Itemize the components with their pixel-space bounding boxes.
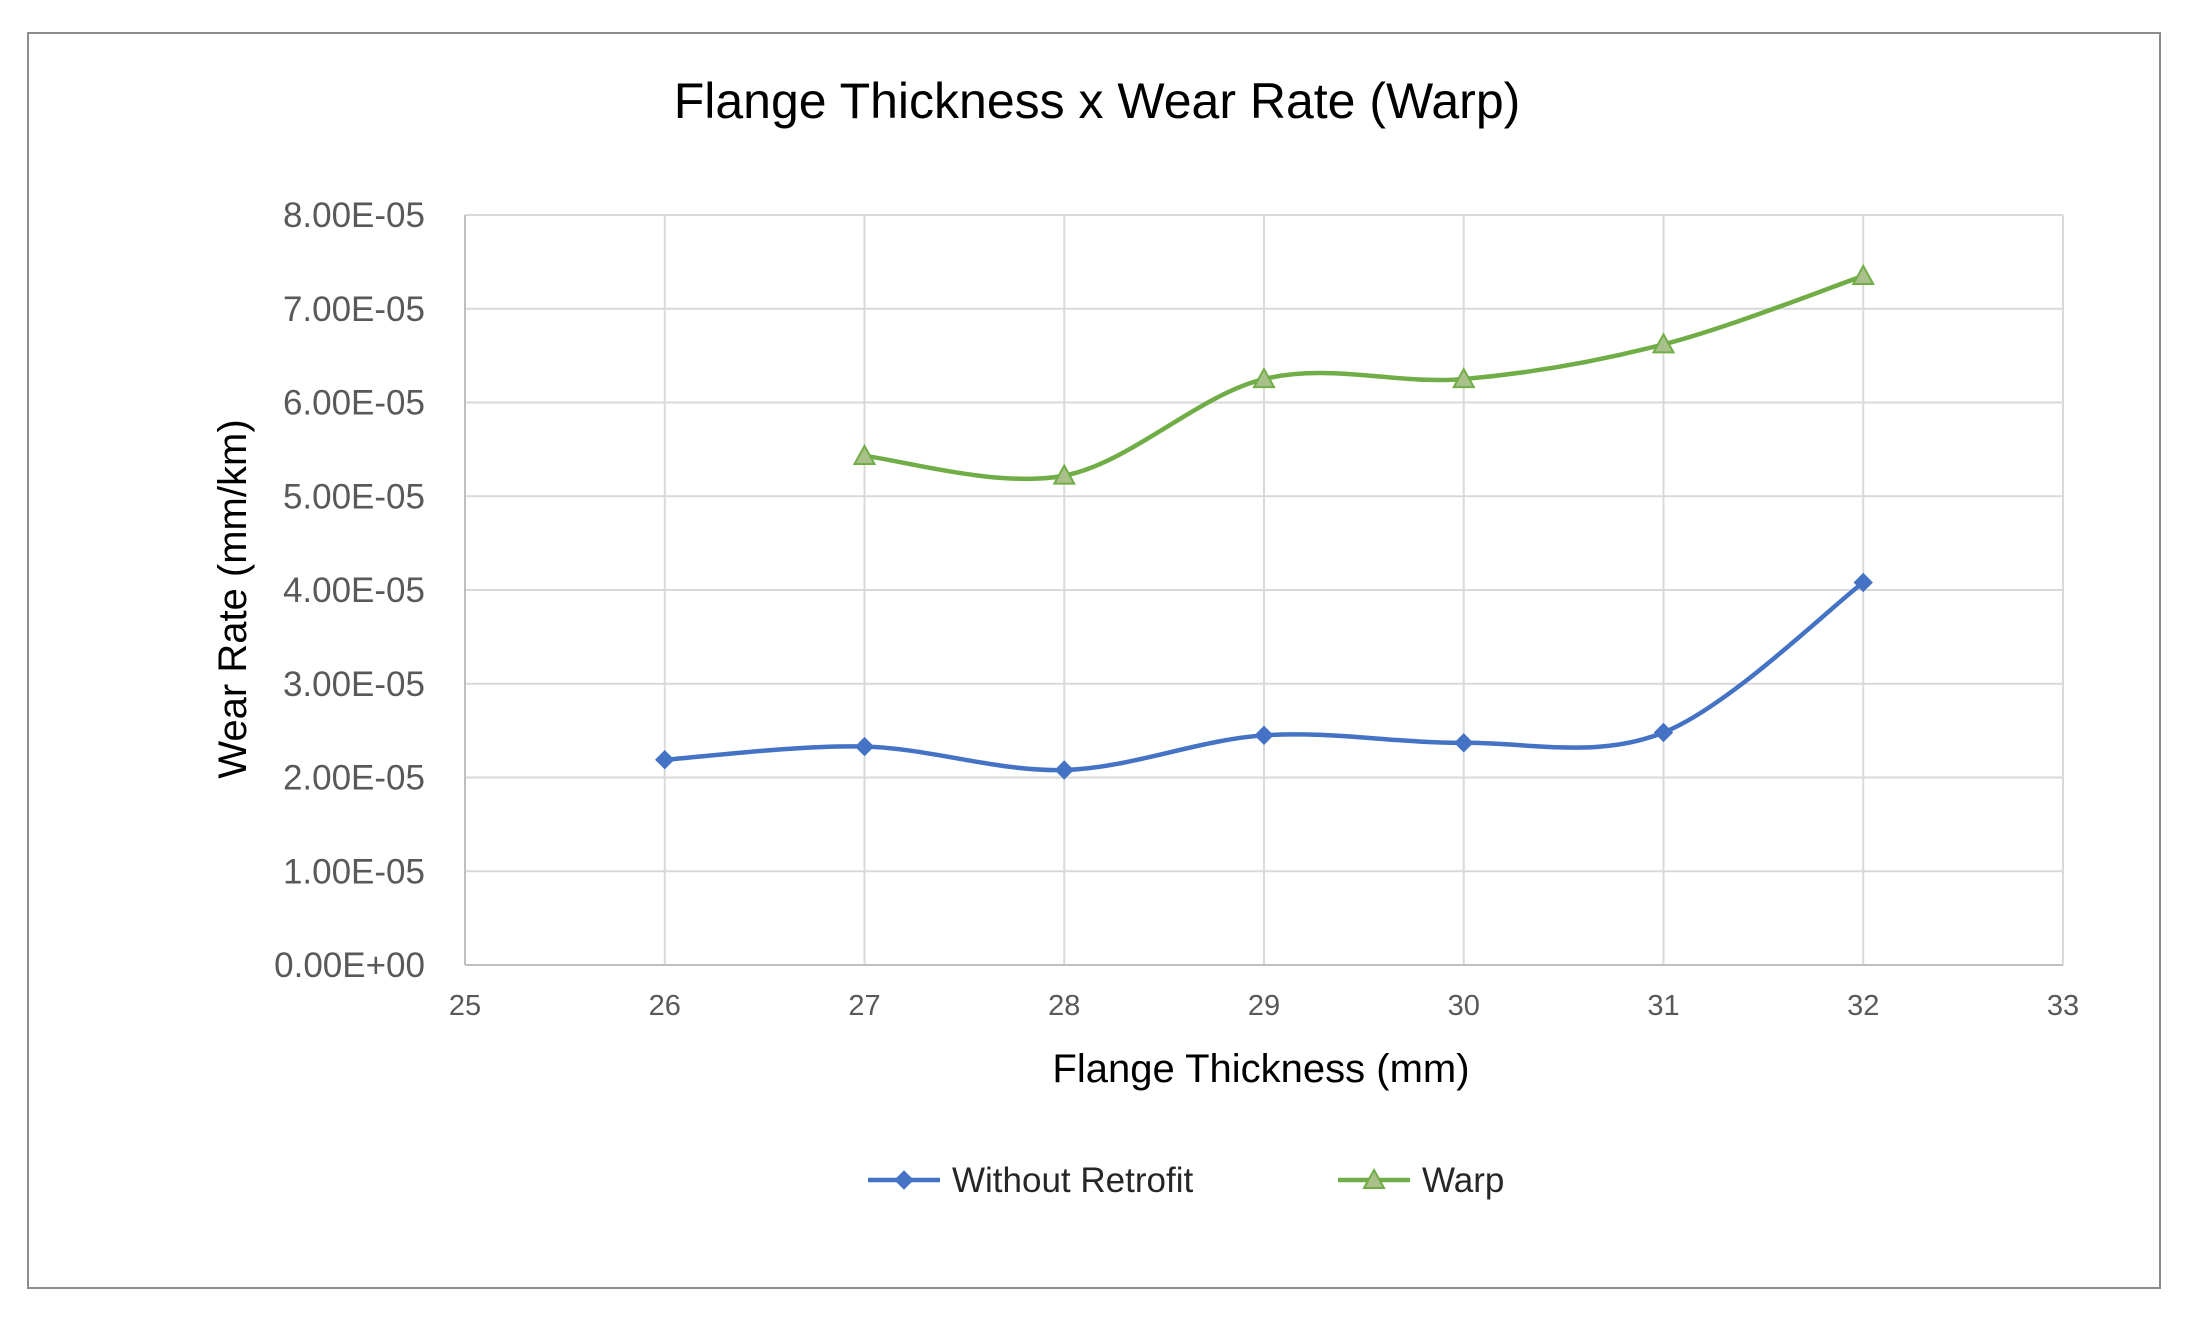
series-line-warp (862, 273, 1866, 482)
data-point-without-retrofit (854, 736, 875, 757)
data-point-without-retrofit (1454, 733, 1474, 753)
data-point-warp (1252, 367, 1276, 389)
x-axis-label: Flange Thickness (mm) (1052, 1047, 1469, 1091)
y-tick-label: 2.00E-05 (283, 759, 425, 798)
axes: 0.00E+00 1.00E-05 2.00E-05 3.00E-05 4.00E-05… (274, 196, 2079, 1022)
legend-item-warp: Warp (1338, 1161, 1504, 1200)
y-tick-label: 3.00E-05 (283, 665, 425, 704)
y-tick-label: 5.00E-05 (283, 477, 425, 516)
x-tick-label: 26 (649, 990, 681, 1022)
legend-marker-warp (1362, 1167, 1386, 1189)
y-tick-label: 8.00E-05 (283, 196, 425, 235)
legend-label-warp: Warp (1422, 1161, 1504, 1200)
x-tick-label: 31 (1647, 990, 1679, 1022)
data-point-warp (1851, 263, 1875, 285)
y-tick-label: 6.00E-05 (283, 384, 425, 423)
data-point-warp (1452, 367, 1476, 389)
chart-title: Flange Thickness x Wear Rate (Warp) (674, 73, 1521, 129)
x-tick-label: 25 (449, 990, 481, 1022)
data-point-without-retrofit (655, 749, 675, 770)
legend-item-without-retrofit: Without Retrofit (868, 1161, 1193, 1200)
series-layer (655, 263, 1875, 780)
legend-marker-without-retrofit (894, 1170, 914, 1190)
x-tick-label: 28 (1048, 990, 1080, 1022)
legend: Without Retrofit Warp (868, 1161, 1504, 1200)
series-warp (852, 263, 1875, 485)
x-tick-label: 32 (1847, 990, 1879, 1022)
y-axis-label: Wear Rate (mm/km) (211, 419, 255, 778)
gridlines (465, 214, 2064, 965)
data-point-without-retrofit (1054, 760, 1074, 780)
chart-frame (27, 32, 2161, 1289)
data-point-without-retrofit (1254, 725, 1274, 746)
data-point-warp (1052, 463, 1076, 485)
x-tick-label: 30 (1448, 990, 1480, 1022)
y-tick-label: 7.00E-05 (283, 290, 425, 329)
y-tick-label: 4.00E-05 (283, 571, 425, 610)
data-point-warp (1651, 332, 1676, 354)
x-tick-label: 27 (848, 990, 880, 1022)
data-point-warp (852, 443, 877, 465)
y-tick-label: 1.00E-05 (283, 852, 425, 891)
series-without-retrofit (655, 572, 1873, 780)
y-tick-label: 0.00E+00 (274, 946, 425, 985)
data-point-without-retrofit (1853, 572, 1873, 593)
legend-label-without-retrofit: Without Retrofit (952, 1161, 1193, 1200)
x-tick-label: 29 (1248, 990, 1280, 1022)
data-point-without-retrofit (1653, 722, 1674, 743)
x-tick-label: 33 (2047, 990, 2079, 1022)
